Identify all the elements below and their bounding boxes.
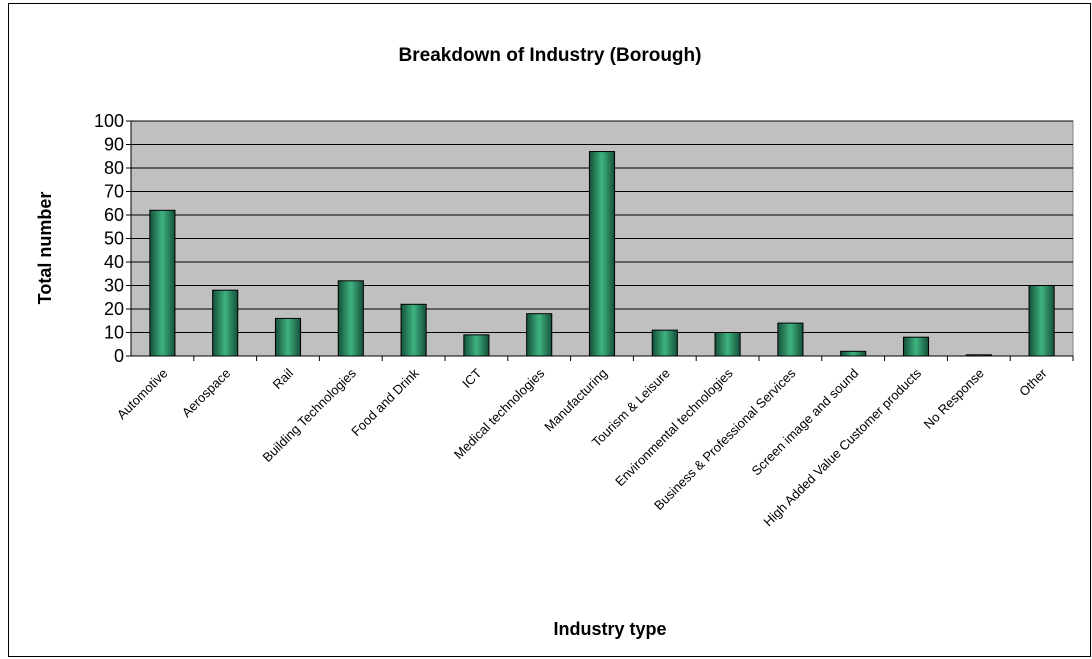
bars [149,151,1055,357]
y-tick-label: 30 [104,276,124,296]
bar [588,151,616,357]
x-tick-label: Rail [270,365,297,392]
bar [902,336,930,357]
y-tick-label: 40 [104,252,124,272]
bar [149,209,176,357]
x-axis-title: Industry type [553,619,666,639]
x-tick-label: Automotive [114,366,171,423]
bar [777,322,804,357]
y-tick-label: 100 [94,111,124,131]
chart-title: Breakdown of Industry (Borough) [399,45,702,66]
bar [212,289,239,357]
y-tick-label: 90 [104,135,124,155]
y-axis-ticks: 0 10 20 30 40 50 60 70 80 90 100 [94,111,132,366]
bar [651,329,678,357]
y-tick-label: 80 [104,158,124,178]
bar [840,350,867,357]
y-tick-label: 10 [104,323,124,343]
bar [1028,285,1055,357]
x-tick-label: Other [1016,365,1050,399]
x-tick-label: Screen image and sound [749,366,862,479]
x-tick-label: Aerospace [179,366,234,421]
y-axis-title: Total number [35,192,55,305]
y-tick-label: 20 [104,299,124,319]
chart-frame: Breakdown of Industry (Borough) Total nu… [8,3,1091,657]
bar-chart: Breakdown of Industry (Borough) Total nu… [35,45,1074,639]
bar [337,280,364,357]
bar [274,317,302,357]
bar [526,313,553,357]
bar [463,334,490,357]
bar [714,332,741,357]
bar [400,303,427,357]
x-tick-label: No Response [921,366,987,432]
y-tick-label: 50 [104,229,124,249]
y-tick-label: 70 [104,182,124,202]
y-tick-label: 60 [104,205,124,225]
x-tick-label: Manufacturing [541,366,610,435]
x-tick-label: Environmental technologies [612,365,736,489]
y-tick-label: 0 [114,346,124,366]
x-tick-label: ICT [459,365,484,390]
x-tick-label: Food and Drink [348,365,422,439]
